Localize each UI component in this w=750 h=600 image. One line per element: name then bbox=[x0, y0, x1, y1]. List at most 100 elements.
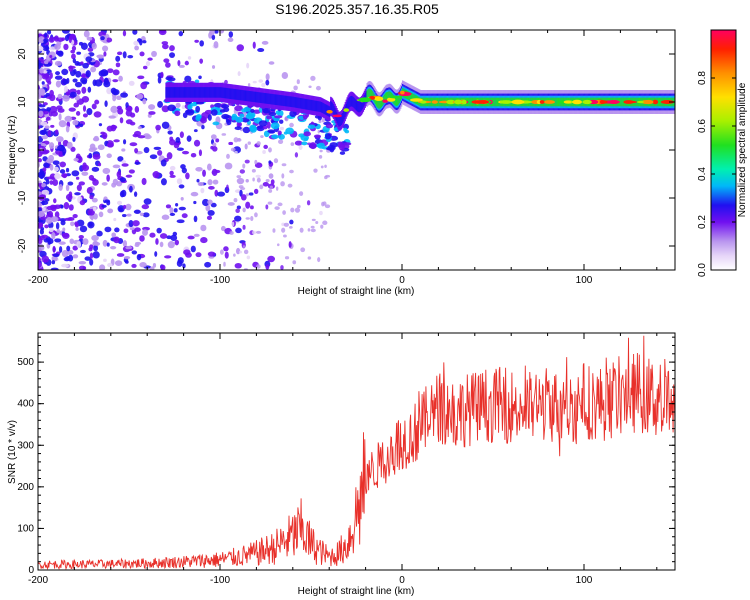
spectrogram-cell bbox=[172, 231, 178, 237]
spectrogram-ridge-cell bbox=[321, 102, 323, 113]
spectrogram-cell bbox=[112, 95, 117, 102]
spectrogram-cell bbox=[110, 124, 118, 130]
spectrogram-ridge-cell bbox=[201, 87, 203, 98]
spectrogram-cell bbox=[148, 111, 156, 115]
spectrogram-cell bbox=[125, 203, 132, 211]
spectrogram-cell bbox=[181, 150, 190, 155]
spectrogram-ridge-cell bbox=[313, 100, 315, 111]
spectrogram-ridge-cell bbox=[187, 87, 189, 98]
spectrogram-ridge-cell bbox=[215, 87, 217, 98]
spectrogram-cell bbox=[38, 261, 42, 269]
spectrogram-ridge-cell bbox=[385, 92, 387, 102]
spectrogram-cell bbox=[277, 110, 284, 117]
spectrogram-cell bbox=[81, 171, 89, 176]
spectrogram-cell bbox=[202, 169, 206, 177]
spectrogram-cell bbox=[141, 204, 150, 210]
spectrogram-ridge-cell bbox=[366, 90, 368, 100]
spectrogram-cell bbox=[265, 79, 270, 86]
spectrogram-cell bbox=[195, 101, 205, 105]
spectrogram-ridge-cell bbox=[179, 87, 181, 98]
spectrogram-cell bbox=[126, 213, 132, 217]
spectrogram-cell bbox=[270, 179, 275, 185]
spectrogram-ridge-cell bbox=[193, 87, 195, 98]
spectrogram-ridge-cell bbox=[279, 94, 281, 106]
spectrogram-ridge-cell bbox=[469, 97, 471, 107]
spectrogram-ridge-cell bbox=[367, 89, 369, 99]
spectrogram-cell bbox=[49, 55, 53, 59]
colorbar-tick-label: 0.2 bbox=[697, 215, 708, 229]
spectrogram-cell bbox=[111, 89, 119, 95]
spectrogram-cell bbox=[91, 166, 100, 172]
y-tick-label: 400 bbox=[17, 399, 34, 410]
spectrogram-cell bbox=[43, 60, 49, 65]
spectrogram-hotspot bbox=[558, 100, 565, 104]
spectrogram-ridge-cell bbox=[361, 100, 363, 111]
spectrogram-cell bbox=[296, 204, 301, 209]
spectrogram-cell bbox=[43, 38, 49, 43]
spectrogram-ridge-cell bbox=[555, 97, 557, 107]
spectrogram-cell bbox=[322, 220, 328, 226]
spectrogram-ridge-cell bbox=[245, 90, 247, 102]
spectrogram-ridge-cell bbox=[231, 88, 234, 100]
spectrogram-ridge-cell bbox=[389, 91, 391, 101]
spectrogram-ridge-cell bbox=[208, 87, 210, 98]
figure-title: S196.2025.357.16.35.R05 bbox=[275, 1, 439, 17]
spectrogram-cell bbox=[254, 159, 258, 165]
spectrogram-ridge-cell bbox=[186, 87, 188, 98]
spectrogram-cell bbox=[159, 30, 166, 34]
spectrogram-cell bbox=[258, 79, 264, 83]
spectrogram-cell bbox=[134, 241, 142, 245]
spectrogram-cell bbox=[107, 262, 113, 268]
spectrogram-ridge-cell bbox=[408, 91, 410, 101]
spectrogram-hotspot bbox=[461, 99, 467, 105]
spectrogram-cell bbox=[92, 206, 97, 212]
spectrogram-cell bbox=[108, 115, 116, 119]
spectrogram-cell bbox=[320, 165, 324, 169]
spectrogram-cell bbox=[258, 120, 268, 127]
snr-x-ticks: -200 -100 0 100 bbox=[28, 333, 658, 586]
spectrogram-cell bbox=[204, 109, 213, 115]
spectrogram-ridge-cell bbox=[271, 93, 274, 105]
spectrogram-cell bbox=[134, 227, 141, 232]
spectrogram-cell bbox=[129, 185, 133, 193]
spectrogram-cell bbox=[89, 252, 94, 259]
spectrogram-cell bbox=[99, 264, 106, 270]
spectrogram-ridge-cell bbox=[227, 88, 229, 99]
spectrogram-cell bbox=[79, 123, 84, 128]
spectrogram-ridge-cell bbox=[321, 102, 324, 114]
x-tick-label: 100 bbox=[576, 275, 593, 286]
spectrogram-cell bbox=[245, 178, 249, 183]
spectrogram-ridge-cell bbox=[178, 87, 180, 98]
spectrogram-ridge-cell bbox=[183, 87, 185, 98]
spectrogram-cell bbox=[61, 30, 70, 34]
spectrogram-ridge-cell bbox=[304, 98, 306, 110]
spectrogram-cell bbox=[213, 41, 219, 49]
spectrogram-ridge-cell bbox=[378, 100, 380, 109]
spectrogram-hotspot bbox=[326, 109, 333, 114]
spectrogram-cell bbox=[289, 219, 294, 225]
spectrogram-cell bbox=[169, 45, 175, 52]
spectrogram-cell bbox=[91, 177, 97, 182]
spectrogram-ridge-cell bbox=[296, 97, 298, 108]
spectrogram-cell bbox=[72, 78, 78, 83]
spectrogram-cell bbox=[207, 209, 215, 216]
spectrogram-cell bbox=[38, 210, 45, 217]
spectrogram-cell bbox=[163, 58, 170, 63]
spectrogram-cell bbox=[56, 136, 64, 143]
spectrogram-cell bbox=[207, 113, 212, 121]
spectrogram-ridge-cell bbox=[289, 96, 291, 107]
spectrogram-cell bbox=[79, 225, 88, 233]
spectrogram-ridge-cell bbox=[358, 101, 360, 113]
spectrogram-cell bbox=[247, 83, 251, 87]
spectrogram-ridge-cell bbox=[170, 87, 173, 98]
spectrogram-cell bbox=[62, 227, 66, 232]
spectrogram-cell bbox=[212, 146, 218, 152]
spectrogram-cell bbox=[179, 131, 184, 138]
spectrogram-cell bbox=[94, 99, 100, 105]
spectrogram-cell bbox=[183, 249, 191, 256]
spectrogram-cell bbox=[246, 255, 251, 260]
spectrogram-cell bbox=[66, 245, 71, 252]
spectrogram-cell bbox=[82, 113, 88, 118]
spectrogram-cell bbox=[301, 141, 308, 146]
spectrogram-hotspot bbox=[624, 100, 634, 104]
